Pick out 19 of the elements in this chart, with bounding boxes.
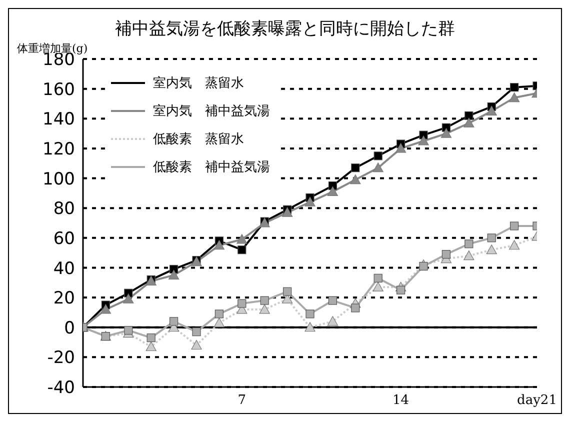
legend-label: 室内気 補中益気湯 <box>153 103 270 120</box>
y-tick-label: 20 <box>53 288 75 309</box>
y-tick-label: -40 <box>47 378 75 398</box>
y-tick-label: 100 <box>42 169 75 190</box>
y-tick-label: 160 <box>42 80 75 100</box>
y-tick-label: 60 <box>53 228 75 249</box>
legend-label: 室内気 蒸留水 <box>153 75 244 92</box>
y-tick-label: 40 <box>53 258 75 279</box>
y-tick-label: 120 <box>42 139 75 160</box>
y-tick-label: 140 <box>42 110 75 130</box>
legend-label: 低酸素 蒸留水 <box>153 131 244 148</box>
x-tick-label: day21 <box>517 393 557 408</box>
chart-title: 補中益気湯を低酸素曝露と同時に開始した群 <box>114 18 456 40</box>
y-tick-label: 0 <box>64 318 75 338</box>
legend-label: 低酸素 補中益気湯 <box>153 159 270 176</box>
y-tick-label: 80 <box>53 199 75 220</box>
y-tick-label: -20 <box>47 348 75 368</box>
x-tick-label: 14 <box>392 393 410 408</box>
x-tick-label: 7 <box>238 393 246 408</box>
